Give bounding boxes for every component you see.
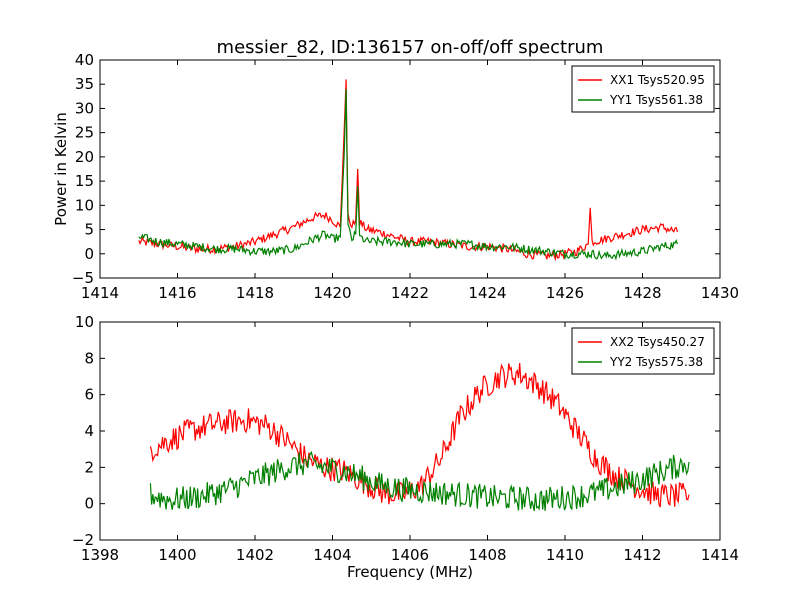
- y-tick-label: 10: [75, 313, 94, 331]
- y-tick-label: 5: [84, 221, 94, 239]
- y-tick-label: 0: [84, 495, 94, 513]
- y-tick-label: 2: [84, 458, 94, 476]
- x-tick-label: 1398: [81, 546, 119, 564]
- series-line-2: [138, 89, 678, 261]
- legend-entry: XX2 Tsys450.27: [610, 335, 705, 349]
- y-tick-label: 15: [75, 172, 94, 190]
- x-tick-label: 1404: [313, 546, 351, 564]
- x-axis-label: Frequency (MHz): [347, 563, 473, 581]
- x-tick-label: 1422: [391, 284, 429, 302]
- figure-title: messier_82, ID:136157 on-off/off spectru…: [217, 37, 604, 58]
- x-tick-label: 1428: [623, 284, 661, 302]
- legend-entry: YY2 Tsys575.38: [609, 355, 703, 369]
- y-tick-label: 8: [84, 349, 94, 367]
- legend-entry: YY1 Tsys561.38: [609, 93, 703, 107]
- y-tick-label: 20: [75, 148, 94, 166]
- x-tick-label: 1424: [468, 284, 506, 302]
- bottom-chart-panel: 1398 1400 1402 1404 1406 1408 1410 1412 1414 −2 0 2…: [72, 313, 739, 581]
- x-tick-label: 1414: [701, 546, 739, 564]
- x-tick-label: 1402: [236, 546, 274, 564]
- x-tick-label: 1430: [701, 284, 739, 302]
- top-chart-panel: 1414 1416 1418 1420 1422 1424 1426 1428 1430 −5 0 5…: [52, 51, 739, 302]
- y-tick-label: −2: [72, 531, 94, 549]
- legend: XX2 Tsys450.27 YY2 Tsys575.38: [571, 327, 715, 375]
- y-tick-label: 6: [84, 386, 94, 404]
- y-tick-label: 30: [75, 99, 94, 117]
- y-tick-label: 4: [84, 422, 94, 440]
- x-tick-label: 1420: [313, 284, 351, 302]
- x-tick-label: 1410: [546, 546, 584, 564]
- y-tick-label: 10: [75, 196, 94, 214]
- legend-box: [571, 65, 715, 113]
- y-tick-label: 25: [75, 124, 94, 142]
- legend-box: [571, 327, 715, 375]
- y-tick-label: 35: [75, 75, 94, 93]
- series-line-1: [149, 362, 690, 508]
- x-tick-label: 1406: [391, 546, 429, 564]
- legend-entry: XX1 Tsys520.95: [610, 73, 705, 87]
- x-tick-label: 1418: [236, 284, 274, 302]
- x-tick-label: 1400: [158, 546, 196, 564]
- y-tick-label: 0: [84, 245, 94, 263]
- legend: XX1 Tsys520.95 YY1 Tsys561.38: [571, 65, 715, 113]
- y-tick-label: 40: [75, 51, 94, 69]
- series-line-1: [138, 79, 678, 262]
- y-tick-label: −5: [72, 269, 94, 287]
- x-tick-label: 1408: [468, 546, 506, 564]
- series-line-2: [149, 450, 690, 512]
- x-tick-label: 1426: [546, 284, 584, 302]
- x-tick-label: 1414: [81, 284, 119, 302]
- x-tick-label: 1412: [623, 546, 661, 564]
- x-tick-label: 1416: [158, 284, 196, 302]
- y-axis-label: Power in Kelvin: [52, 112, 70, 226]
